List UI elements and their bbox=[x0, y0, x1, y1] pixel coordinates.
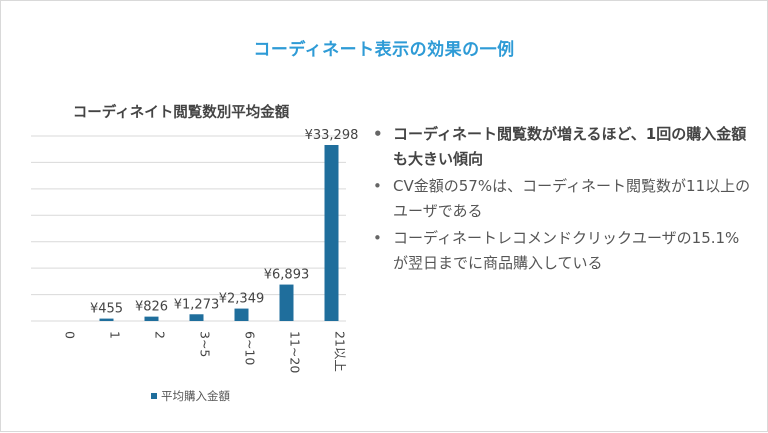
x-tick-label: 3~5 bbox=[198, 331, 213, 357]
chart-title: コーディネイト閲覧数別平均金額 bbox=[72, 105, 290, 121]
bullet-list: • コーディネート閲覧数が増えるほど、1回の購入金額も大きい傾向 • CV金額の… bbox=[371, 122, 751, 278]
x-tick-label: 6~10 bbox=[243, 331, 258, 365]
x-tick-label: 0 bbox=[63, 331, 78, 339]
data-label: ¥6,893 bbox=[264, 268, 310, 283]
x-tick-label: 21以上 bbox=[333, 331, 348, 372]
legend-swatch bbox=[151, 393, 157, 399]
bullet-text: CV金額の57%は、コーディネート閲覧数が11以上のユーザである bbox=[393, 177, 751, 220]
bullet-icon: • bbox=[373, 229, 382, 247]
x-tick-label: 11~20 bbox=[288, 331, 303, 373]
bullet-item: • CV金額の57%は、コーディネート閲覧数が11以上のユーザである bbox=[371, 174, 751, 224]
data-label: ¥1,273 bbox=[174, 297, 220, 312]
slide-title: コーディネート表示の効果の一例 bbox=[253, 40, 515, 60]
chart-legend: 平均購入金額 bbox=[151, 388, 230, 404]
bar bbox=[99, 318, 114, 321]
x-tick-label: 1 bbox=[108, 331, 123, 339]
bar bbox=[279, 284, 294, 321]
data-label: ¥2,349 bbox=[219, 292, 265, 307]
bar bbox=[234, 308, 249, 321]
bar bbox=[324, 144, 339, 321]
legend-label: 平均購入金額 bbox=[161, 389, 230, 403]
bar bbox=[189, 314, 204, 321]
data-label: ¥33,298 bbox=[305, 128, 359, 143]
bullet-icon: • bbox=[373, 177, 382, 195]
bullet-item: • コーディネート閲覧数が増えるほど、1回の購入金額も大きい傾向 bbox=[371, 122, 751, 172]
bar bbox=[144, 316, 159, 321]
x-tick-label: 2 bbox=[153, 331, 168, 339]
data-label: ¥455 bbox=[90, 302, 123, 317]
bullet-icon: • bbox=[373, 125, 383, 143]
bullet-text: コーディネート閲覧数が増えるほど、1回の購入金額も大きい傾向 bbox=[393, 125, 747, 168]
data-label: ¥826 bbox=[135, 300, 168, 315]
bullet-item: • コーディネートレコメンドクリックユーザの15.1%が翌日までに商品購入してい… bbox=[371, 226, 751, 276]
bullet-text: コーディネートレコメンドクリックユーザの15.1%が翌日までに商品購入している bbox=[393, 229, 740, 272]
